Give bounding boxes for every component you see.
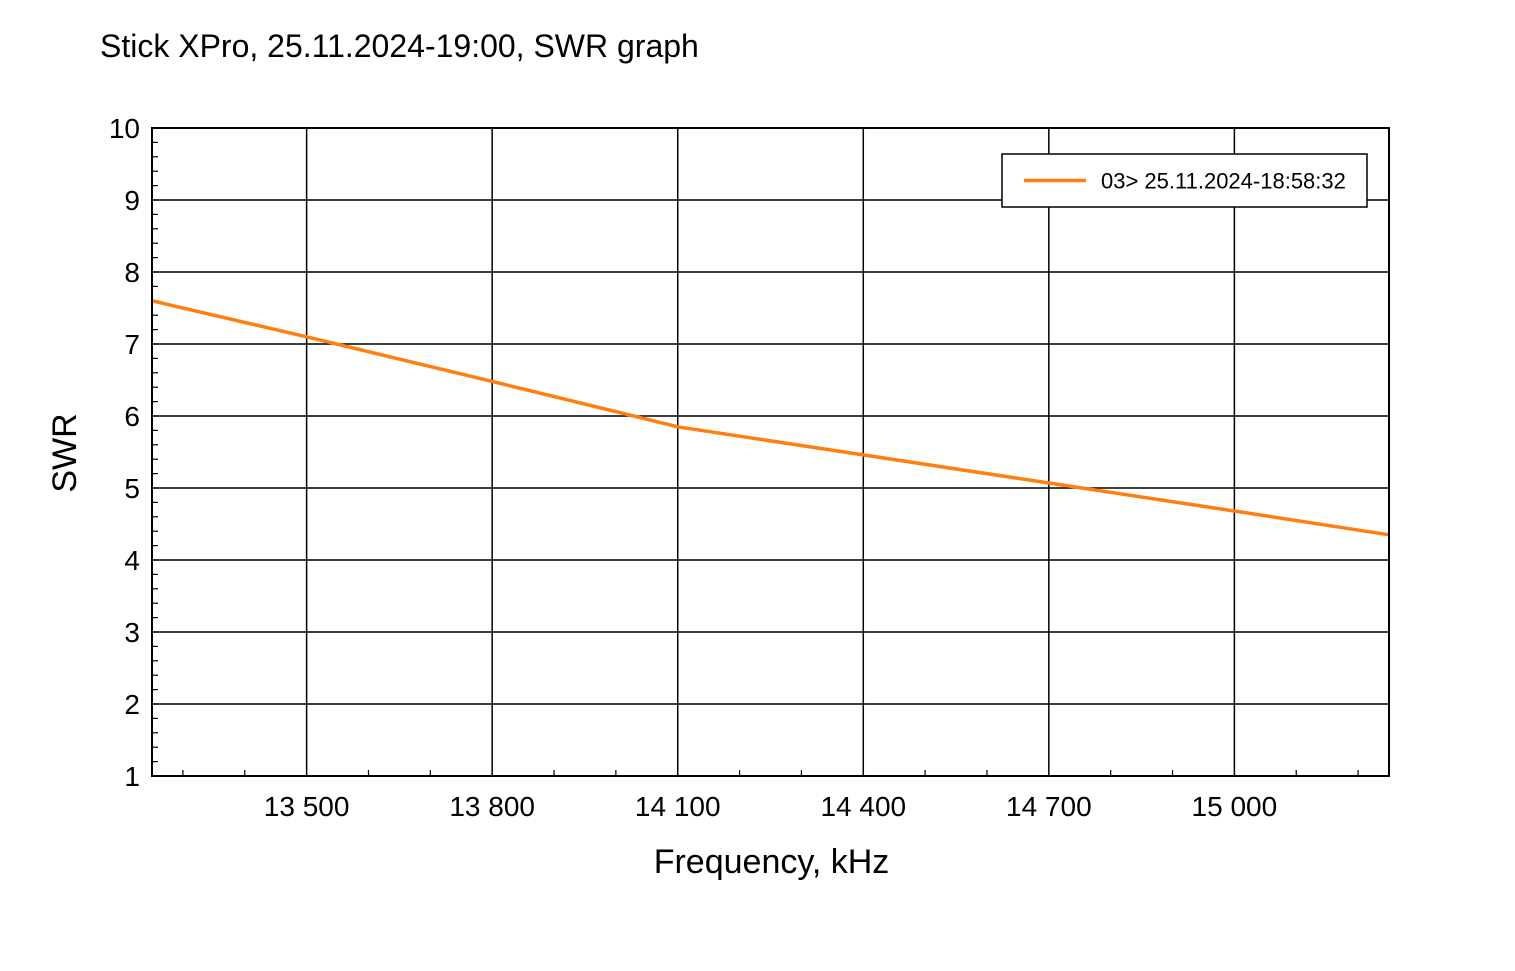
y-tick-label: 1 [124, 761, 140, 792]
y-axis-label: SWR [46, 413, 84, 492]
y-tick-label: 6 [124, 401, 140, 432]
legend-entry: 03> 25.11.2024-18:58:32 [1101, 169, 1346, 194]
x-tick-label: 14 400 [820, 791, 906, 822]
series-lines [151, 299, 1390, 537]
chart-title: Stick XPro, 25.11.2024-19:00, SWR graph [100, 28, 699, 64]
y-tick-label: 10 [109, 113, 140, 144]
plot-frame [151, 127, 1390, 777]
x-tick-label: 14 100 [635, 791, 721, 822]
y-tick-label: 7 [124, 329, 140, 360]
x-axis-label: Frequency, kHz [654, 843, 890, 881]
y-tick-label: 4 [124, 545, 140, 576]
x-tick-label: 13 800 [449, 791, 535, 822]
y-tick-label: 3 [124, 617, 140, 648]
x-tick-labels: 13 500 13 800 14 100 14 400 14 700 15 000 [264, 791, 1277, 822]
y-tick-label: 2 [124, 689, 140, 720]
x-tick-label: 13 500 [264, 791, 350, 822]
y-tick-labels: 1 2 3 4 5 6 7 8 9 10 [109, 113, 140, 792]
grid [152, 127, 1389, 777]
series-line [151, 299, 1390, 537]
minor-ticks [152, 127, 1359, 777]
y-tick-label: 8 [124, 257, 140, 288]
x-tick-label: 15 000 [1192, 791, 1278, 822]
legend: 03> 25.11.2024-18:58:32 [1001, 153, 1368, 208]
y-tick-label: 9 [124, 185, 140, 216]
y-tick-label: 5 [124, 473, 140, 504]
x-tick-label: 14 700 [1006, 791, 1092, 822]
